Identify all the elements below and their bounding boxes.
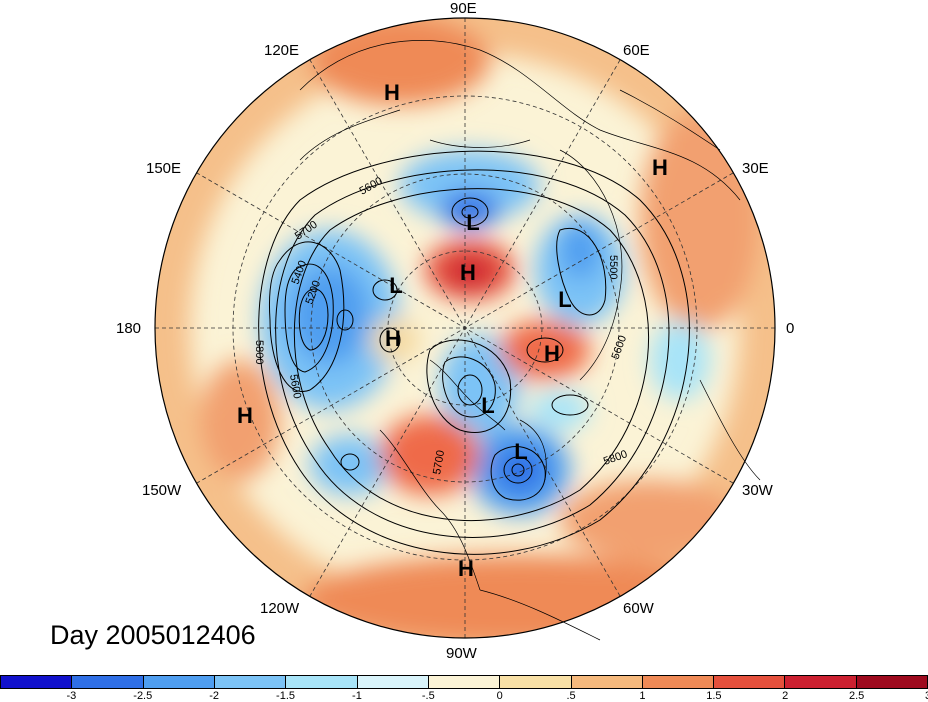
pressure-center-label: H <box>237 403 253 428</box>
colorbar-tick-label: -.5 <box>421 690 435 702</box>
colorbar-segment <box>785 676 857 688</box>
contour-label: 5800 <box>253 340 265 364</box>
day-title: Day 2005012406 <box>50 620 256 650</box>
colorbar-segment <box>642 676 715 688</box>
pressure-center-label: L <box>481 393 494 418</box>
contour-label: 5700 <box>431 449 447 475</box>
colorbar-tick-label: -1 <box>352 690 362 702</box>
colorbar-tick-label: 2 <box>782 690 789 702</box>
lon-label-90e: 90E <box>450 0 477 17</box>
pressure-center-label: H <box>544 341 560 366</box>
colorbar-tick-label: -1.5 <box>276 690 296 702</box>
colorbar-segment <box>286 676 358 688</box>
lon-label-150w: 150W <box>142 482 182 499</box>
coastlines <box>299 40 761 641</box>
pressure-center-label: L <box>466 210 479 235</box>
graticule <box>155 18 775 638</box>
colorbar-segment <box>571 676 643 688</box>
colorbar-tick-label: .5 <box>566 690 576 702</box>
lon-label-60e: 60E <box>623 42 650 59</box>
colorbar-segment <box>856 676 928 688</box>
colorbar-segment <box>1 676 73 688</box>
colorbar-tick-label: 3 <box>925 690 928 702</box>
colorbar-segment <box>214 676 287 688</box>
pressure-center-label: H <box>460 260 476 285</box>
colorbar-tick-label: -2 <box>209 690 220 702</box>
lon-label-120w: 120W <box>260 600 300 617</box>
lon-label-180: 180 <box>116 320 142 337</box>
colorbar-tick-label: 1 <box>639 690 646 702</box>
contour-label: 5600 <box>287 373 303 399</box>
lon-label-60w: 60W <box>623 600 654 617</box>
colorbar-segment <box>428 676 501 688</box>
colorbar-tick-label: -3 <box>66 690 77 702</box>
colorbar-segment <box>72 676 144 688</box>
lon-label-150e: 150E <box>146 160 182 177</box>
colorbar-segment <box>714 676 786 688</box>
lon-label-30e: 30E <box>742 160 769 177</box>
colorbar-segment <box>500 676 572 688</box>
colorbar-segment <box>357 676 429 688</box>
pressure-centers: H H L H L L H H L H L H <box>237 80 668 581</box>
lon-label-0: 0 <box>786 320 795 337</box>
pressure-center-label: H <box>385 326 401 351</box>
pressure-center-label: L <box>514 439 527 464</box>
colorbar <box>0 675 928 689</box>
colorbar-segment <box>143 676 215 688</box>
colorbar-tick-label: 1.5 <box>706 690 722 702</box>
pressure-center-label: H <box>458 556 474 581</box>
lon-label-30w: 30W <box>742 482 773 499</box>
pressure-center-label: L <box>389 273 402 298</box>
pressure-center-label: L <box>558 287 571 312</box>
colorbar-tick-label: 2.5 <box>848 690 865 702</box>
height-contours <box>258 150 690 555</box>
colorbar-tick-label: -2.5 <box>133 690 153 702</box>
pressure-center-label: H <box>384 80 400 105</box>
pressure-center-label: H <box>652 155 668 180</box>
lon-label-120e: 120E <box>264 42 300 59</box>
lon-label-90w: 90W <box>446 645 477 662</box>
colorbar-tick-label: 0 <box>496 690 503 702</box>
contour-label: 5500 <box>607 255 619 279</box>
map-rim <box>154 17 776 639</box>
